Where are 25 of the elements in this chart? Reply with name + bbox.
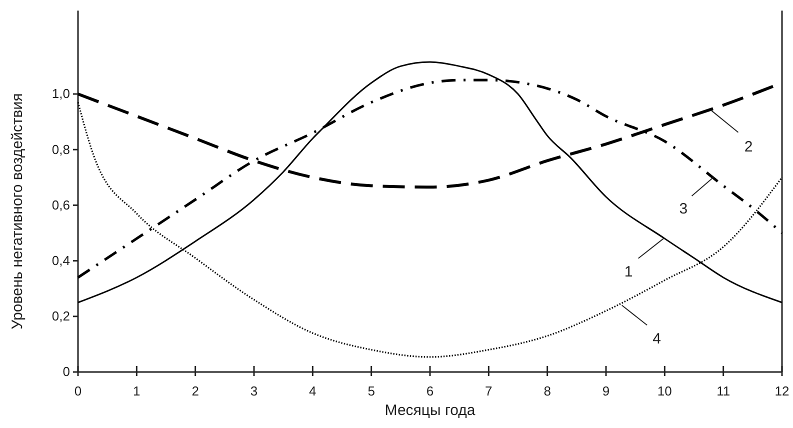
x-tick-label: 10 <box>657 383 672 398</box>
y-tick-label: 0,2 <box>52 308 70 324</box>
x-tick-label: 0 <box>74 383 82 398</box>
x-tick-label: 2 <box>192 383 199 398</box>
x-tick-label: 11 <box>716 383 730 398</box>
x-tick-label: 1 <box>133 383 140 398</box>
annotation: 1 <box>624 264 633 281</box>
y-axis-title: Уровень негативного воздействия <box>9 93 26 330</box>
y-tick-label: 0 <box>62 364 70 380</box>
x-tick-label: 7 <box>485 383 492 398</box>
x-tick-label: 9 <box>602 383 610 398</box>
x-axis-title: Месяцы года <box>384 402 476 419</box>
y-tick-label: 0,8 <box>52 142 70 157</box>
annotation: 2 <box>744 138 753 156</box>
x-tick-label: 12 <box>774 383 790 398</box>
annotation: 3 <box>679 200 688 218</box>
x-tick-label: 5 <box>368 383 375 398</box>
y-tick-label: 0,6 <box>52 197 70 212</box>
x-tick-label: 6 <box>426 383 434 398</box>
y-tick-label: 1,0 <box>52 86 70 102</box>
x-tick-label: 8 <box>544 383 551 398</box>
y-tick-label: 0,4 <box>52 252 70 268</box>
annotation: 4 <box>652 330 662 348</box>
x-tick-label: 4 <box>309 383 316 398</box>
x-tick-label: 3 <box>250 383 258 398</box>
